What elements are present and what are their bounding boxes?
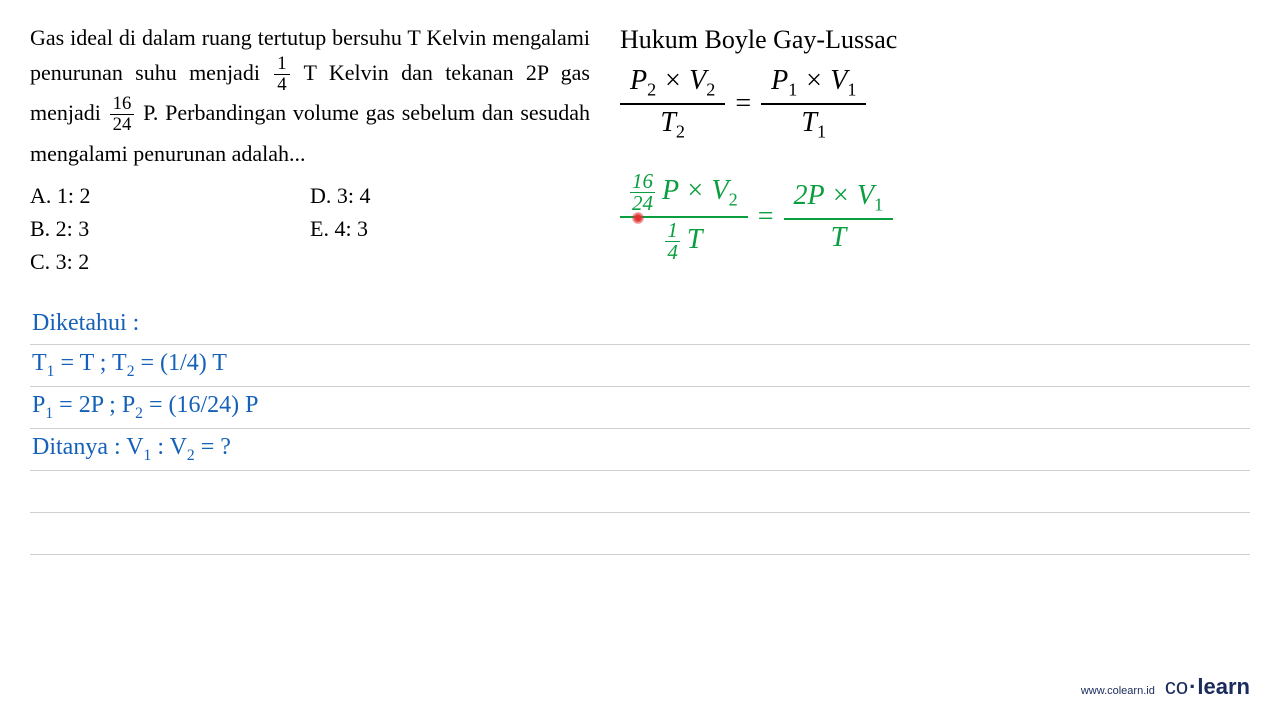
den-frac-den: 4: [665, 242, 680, 263]
options-col-2: D. 3: 4 E. 4: 3: [310, 179, 590, 278]
logo-learn: learn: [1197, 674, 1250, 699]
equals-sign: =: [735, 88, 751, 120]
logo-dot-icon: ·: [1189, 674, 1196, 699]
top-section: Gas ideal di dalam ruang tertutup bersuh…: [30, 20, 1250, 278]
page-content: Gas ideal di dalam ruang tertutup bersuh…: [0, 0, 1280, 575]
frac-num: 16: [110, 95, 135, 115]
coef-num: 16: [630, 171, 655, 193]
frac-num: 1: [274, 55, 289, 75]
note-diketahui: Diketahui :: [32, 310, 139, 337]
options: A. 1: 2 B. 2: 3 C. 3: 2 D. 3: 4 E. 4: 3: [30, 179, 590, 278]
footer: www.colearn.id co·learn: [1081, 674, 1250, 700]
notes-section: Diketahui : T1 = T ; T2 = (1/4) T P1 = 2…: [30, 303, 1250, 555]
note-line-empty: [30, 513, 1250, 555]
note-line-empty: [30, 471, 1250, 513]
note-pressures: P1 = 2P ; P2 = (16/24) P: [32, 392, 259, 423]
note-ditanya: Ditanya : V1 : V2 = ?: [32, 434, 231, 465]
coef-frac: 16 24: [630, 171, 655, 214]
formula-sub-right: 2P × V1 T: [784, 178, 894, 256]
footer-logo: co·learn: [1165, 674, 1250, 700]
frac-den: 4: [274, 75, 289, 96]
law-title: Hukum Boyle Gay-Lussac: [620, 25, 1250, 55]
option-e: E. 4: 3: [310, 212, 590, 245]
equals-sign: =: [758, 201, 774, 233]
fraction-16-24: 1624: [110, 95, 135, 135]
note-line: P1 = 2P ; P2 = (16/24) P: [30, 387, 1250, 429]
option-a: A. 1: 2: [30, 179, 310, 212]
formula-sub-left-num: 16 24 P × V2: [620, 169, 748, 218]
question-text: Gas ideal di dalam ruang tertutup bersuh…: [30, 20, 590, 171]
solution-area: Hukum Boyle Gay-Lussac P2 × V2 T2 = P1 ×…: [620, 20, 1250, 278]
formula-left: P2 × V2 T2: [620, 63, 725, 144]
question-area: Gas ideal di dalam ruang tertutup bersuh…: [30, 20, 590, 278]
fraction-1-4: 14: [274, 55, 289, 95]
note-line: Diketahui :: [30, 303, 1250, 345]
formula-sub-right-den: T: [784, 220, 894, 256]
frac-den: 24: [110, 115, 135, 136]
formula-right: P1 × V1 T1: [761, 63, 866, 144]
formula-left-den: T2: [620, 105, 725, 145]
den-frac: 1 4: [665, 220, 680, 263]
formula-right-num: P1 × V1: [761, 63, 866, 105]
options-col-1: A. 1: 2 B. 2: 3 C. 3: 2: [30, 179, 310, 278]
footer-url: www.colearn.id: [1081, 685, 1155, 697]
coef-den: 24: [630, 193, 655, 214]
formula-sub-right-num: 2P × V1: [784, 178, 894, 220]
logo-co: co: [1165, 674, 1188, 699]
formula-general: P2 × V2 T2 = P1 × V1 T1: [620, 63, 1250, 144]
option-c: C. 3: 2: [30, 245, 310, 278]
formula-left-num: P2 × V2: [620, 63, 725, 105]
formula-substituted: 16 24 P × V2 1 4 T =: [620, 169, 1250, 265]
den-frac-num: 1: [665, 220, 680, 242]
option-b: B. 2: 3: [30, 212, 310, 245]
formula-sub-left-den: 1 4 T: [620, 218, 748, 265]
formula-right-den: T1: [761, 105, 866, 145]
option-d: D. 3: 4: [310, 179, 590, 212]
note-line: Ditanya : V1 : V2 = ?: [30, 429, 1250, 471]
note-temperatures: T1 = T ; T2 = (1/4) T: [32, 350, 227, 381]
formula-sub-left: 16 24 P × V2 1 4 T: [620, 169, 748, 265]
note-line: T1 = T ; T2 = (1/4) T: [30, 345, 1250, 387]
